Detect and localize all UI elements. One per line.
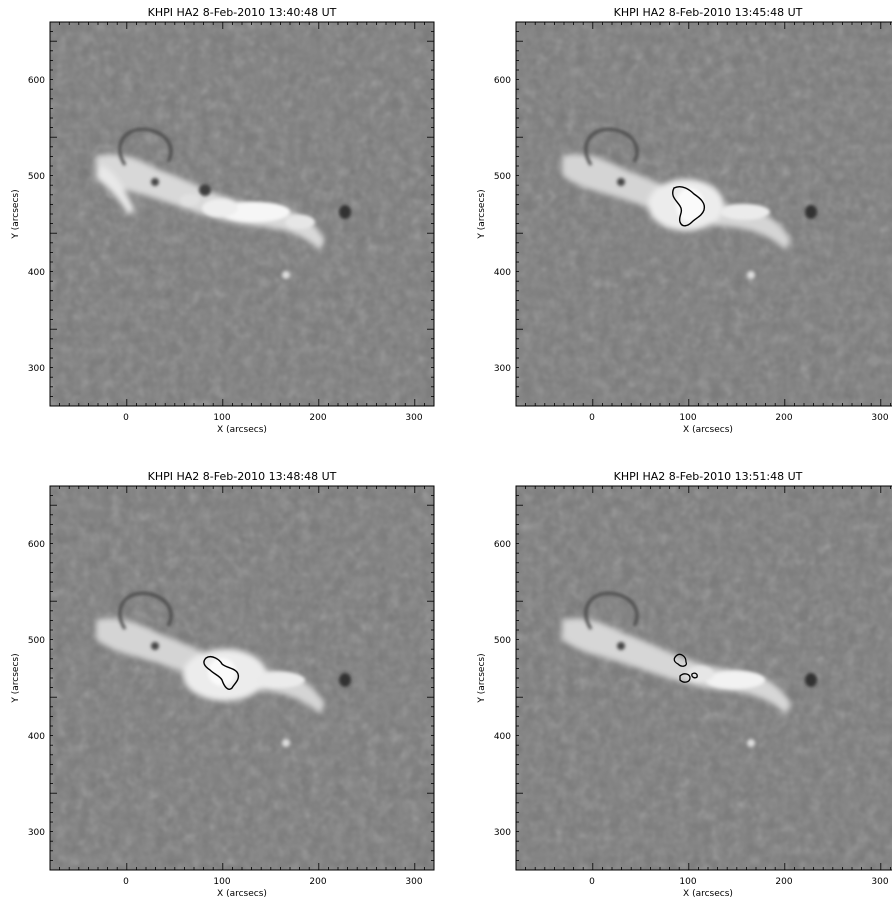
panel-13-48-48: KHPI HA2 8-Feb-2010 13:48:48 UT X (arcse… (11, 470, 435, 899)
y-tick-label: 600 (494, 540, 511, 550)
panel-title: KHPI HA2 8-Feb-2010 13:40:48 UT (148, 6, 337, 19)
x-tick-label: 100 (213, 413, 230, 423)
x-tick-label: 300 (405, 877, 422, 887)
y-axis-label: Y (arcsecs) (477, 189, 487, 239)
y-tick-label: 500 (494, 172, 511, 182)
y-tick-label: 400 (28, 732, 45, 742)
y-axis-label: Y (arcsecs) (11, 189, 21, 239)
y-tick-label: 300 (494, 828, 511, 838)
x-tick-label: 0 (123, 413, 129, 423)
x-tick-label: 200 (775, 877, 792, 887)
y-tick-label: 400 (494, 268, 511, 278)
y-tick-label: 500 (28, 172, 45, 182)
x-axis-label: X (arcsecs) (217, 889, 267, 899)
y-tick-label: 600 (28, 540, 45, 550)
x-axis-label: X (arcsecs) (683, 425, 733, 435)
y-tick-label: 500 (494, 636, 511, 646)
flare-kernel-contour (203, 655, 240, 690)
x-tick-label: 0 (589, 877, 595, 887)
panel-title: KHPI HA2 8-Feb-2010 13:48:48 UT (148, 470, 337, 483)
y-tick-label: 400 (28, 268, 45, 278)
x-tick-label: 300 (871, 413, 888, 423)
x-tick-label: 300 (405, 413, 422, 423)
x-tick-label: 100 (213, 877, 230, 887)
y-axis-label: Y (arcsecs) (11, 653, 21, 703)
y-tick-label: 600 (28, 76, 45, 86)
panel-13-40-48: KHPI HA2 8-Feb-2010 13:40:48 UT X (arcse… (11, 6, 435, 435)
x-tick-label: 200 (775, 413, 792, 423)
x-axis-label: X (arcsecs) (683, 889, 733, 899)
flare-kernel-contour (691, 672, 698, 679)
flare-kernel-contour (679, 673, 691, 683)
x-tick-label: 0 (589, 413, 595, 423)
axis-ticks (50, 22, 891, 870)
y-tick-label: 300 (28, 828, 45, 838)
x-tick-label: 100 (679, 877, 696, 887)
panel-title: KHPI HA2 8-Feb-2010 13:51:48 UT (614, 470, 803, 483)
panel-13-51-48: KHPI HA2 8-Feb-2010 13:51:48 UT X (arcse… (477, 470, 892, 899)
y-tick-label: 300 (28, 364, 45, 374)
flare-kernel-contour (671, 185, 706, 227)
halpha-image (50, 22, 434, 406)
panel-13-45-48: KHPI HA2 8-Feb-2010 13:45:48 UT X (arcse… (477, 6, 892, 435)
halpha-image (50, 486, 434, 870)
x-tick-label: 200 (309, 413, 326, 423)
y-tick-label: 400 (494, 732, 511, 742)
y-tick-label: 300 (494, 364, 511, 374)
y-tick-label: 600 (494, 76, 511, 86)
x-tick-label: 100 (679, 413, 696, 423)
x-tick-label: 200 (309, 877, 326, 887)
x-tick-label: 0 (123, 877, 129, 887)
y-axis-label: Y (arcsecs) (477, 653, 487, 703)
y-tick-label: 500 (28, 636, 45, 646)
flare-kernel-contour (673, 653, 688, 667)
x-axis-label: X (arcsecs) (217, 425, 267, 435)
x-tick-label: 300 (871, 877, 888, 887)
panel-title: KHPI HA2 8-Feb-2010 13:45:48 UT (614, 6, 803, 19)
halpha-image (516, 486, 892, 870)
halpha-image (516, 22, 892, 406)
